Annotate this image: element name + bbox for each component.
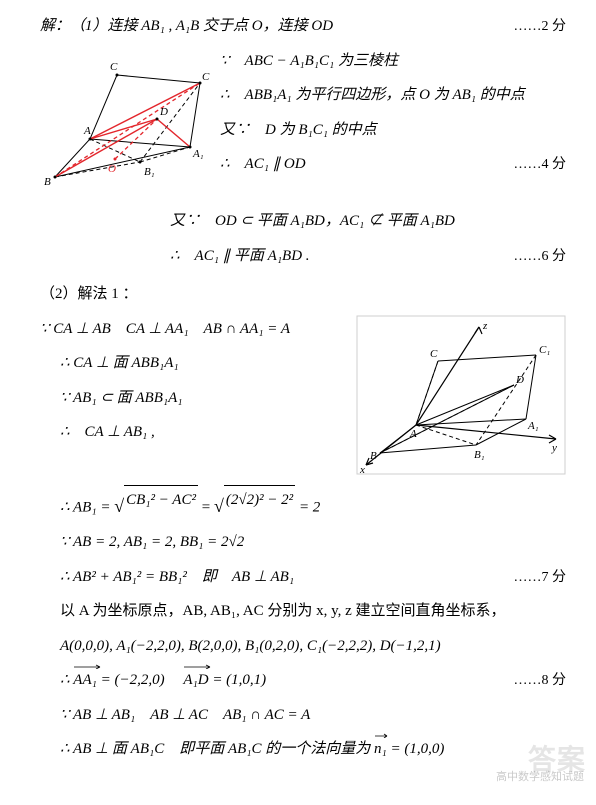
line-1: 解：（1）连接 AB₁ , A₁B 交于点 O，连接 OD ……2 分 [40, 12, 566, 41]
fig1-label-A: A [83, 125, 91, 137]
fig1-label-B: B [44, 176, 51, 188]
vector-AA1: AA₁ [73, 666, 97, 695]
fig1-label-A1: A₁ [192, 148, 204, 160]
block1-line-1: ∴ ABB₁A₁ 为平行四边形，点 O 为 AB₁ 的中点 [220, 81, 566, 110]
line-5-points: ……4 分 [514, 152, 567, 179]
m2-line-f: ∵ AB = 2, AB₁ = 2, BB₁ = 2√2 [40, 528, 566, 557]
m2-line-e: ∴ AB₁ = √CB₁² − AC² = √(2√2)² − 2² = 2 [40, 485, 566, 522]
line-7: ∴ AC₁ ∥ 平面 A₁BD . ……6 分 [40, 242, 566, 271]
fig1-label-C: C [110, 61, 118, 73]
fig2-border [357, 316, 565, 474]
block1-line-0: ∵ ABC − A₁B₁C₁ 为三棱柱 [220, 47, 566, 76]
fig2-label-A: A [409, 428, 417, 440]
line-6: 又∵ OD ⊂ 平面 A₁BD，AC₁ ⊄ 平面 A₁BD [40, 207, 566, 236]
fig2-label-C1: C₁ [539, 344, 550, 356]
m2-line-i: A(0,0,0), A₁(−2,2,0), B(2,0,0), B₁(0,2,0… [40, 632, 566, 661]
prism-figure-icon: A B C A₁ B₁ C₁ D O [40, 47, 210, 197]
m2-line-h: 以 A 为坐标原点，AB, AB₁, AC 分别为 x, y, z 建立空间直角… [40, 597, 566, 626]
fig2-label-C: C [430, 348, 438, 360]
figure-2: A B C A₁ B₁ C₁ D x y z [356, 315, 566, 486]
line-1-points: ……2 分 [514, 14, 567, 41]
m2-line-l: ∴ AB ⊥ 面 AB₁C 即平面 AB₁C 的一个法向量为 n₁ = (1,0… [40, 735, 566, 764]
line-5: ∴ AC₁ ∥ OD ……4 分 [220, 150, 566, 179]
figure-text-group-2: ∵ CA ⊥ AB CA ⊥ AA₁ AB ∩ AA₁ = A ∴ CA ⊥ 面… [40, 315, 566, 486]
fig2-label-D: D [515, 374, 524, 386]
fig2-label-x: x [359, 464, 365, 475]
watermark-sub: 高中数学感知试题 [496, 767, 584, 788]
sqrt-2: √(2√2)² − 2² [214, 485, 295, 515]
page: 解：（1）连接 AB₁ , A₁B 交于点 O，连接 OD ……2 分 [0, 0, 596, 790]
fig1-label-B1: B₁ [144, 166, 155, 178]
m2-g-points: ……7 分 [514, 565, 567, 592]
line-7-points: ……6 分 [514, 244, 567, 271]
sqrt-1: √CB₁² − AC² [114, 485, 198, 515]
fig1-label-C1: C₁ [202, 71, 210, 83]
method-2-title: （2）解法 1 ： [40, 280, 566, 309]
figure-1: A B C A₁ B₁ C₁ D O [40, 47, 210, 208]
m2-j-points: ……8 分 [514, 668, 567, 695]
vector-A1D: A₁D [183, 666, 208, 695]
fig1-label-D: D [159, 106, 168, 118]
block1-line-2: 又∵ D 为 B₁C₁ 的中点 [220, 116, 566, 145]
m2-line-k: ∵ AB ⊥ AB₁ AB ⊥ AC AB₁ ∩ AC = A [40, 701, 566, 730]
fig2-label-B: B [370, 450, 377, 462]
fig1-label-O: O [108, 163, 116, 175]
m2-line-g: ∴ AB² + AB₁² = BB₁² 即 AB ⊥ AB₁ ……7 分 [40, 563, 566, 592]
fig2-label-B1: B₁ [474, 449, 485, 461]
fig2-label-A1: A₁ [527, 420, 539, 432]
m2-line-j: ∴ AA₁ = (−2,2,0) A₁D = (1,0,1) ……8 分 [40, 666, 566, 695]
vector-n1: n₁ [374, 735, 387, 764]
m2-line-d: ∴ CA ⊥ AB₁ , [40, 418, 346, 447]
coordinate-figure-icon: A B C A₁ B₁ C₁ D x y z [356, 315, 566, 475]
m2-line-c: ∵ AB₁ ⊂ 面 ABB₁A₁ [40, 384, 346, 413]
fig2-label-y: y [551, 442, 557, 454]
line-1-text: 解：（1）连接 AB₁ , A₁B 交于点 O，连接 OD [40, 18, 333, 34]
m2-line-b: ∴ CA ⊥ 面 ABB₁A₁ [40, 349, 346, 378]
m2-line-a: ∵ CA ⊥ AB CA ⊥ AA₁ AB ∩ AA₁ = A [40, 315, 346, 344]
figure-text-group-1: A B C A₁ B₁ C₁ D O ∵ ABC − A₁B₁C₁ 为三棱柱 ∴… [40, 47, 566, 208]
fig2-label-z: z [482, 320, 488, 332]
